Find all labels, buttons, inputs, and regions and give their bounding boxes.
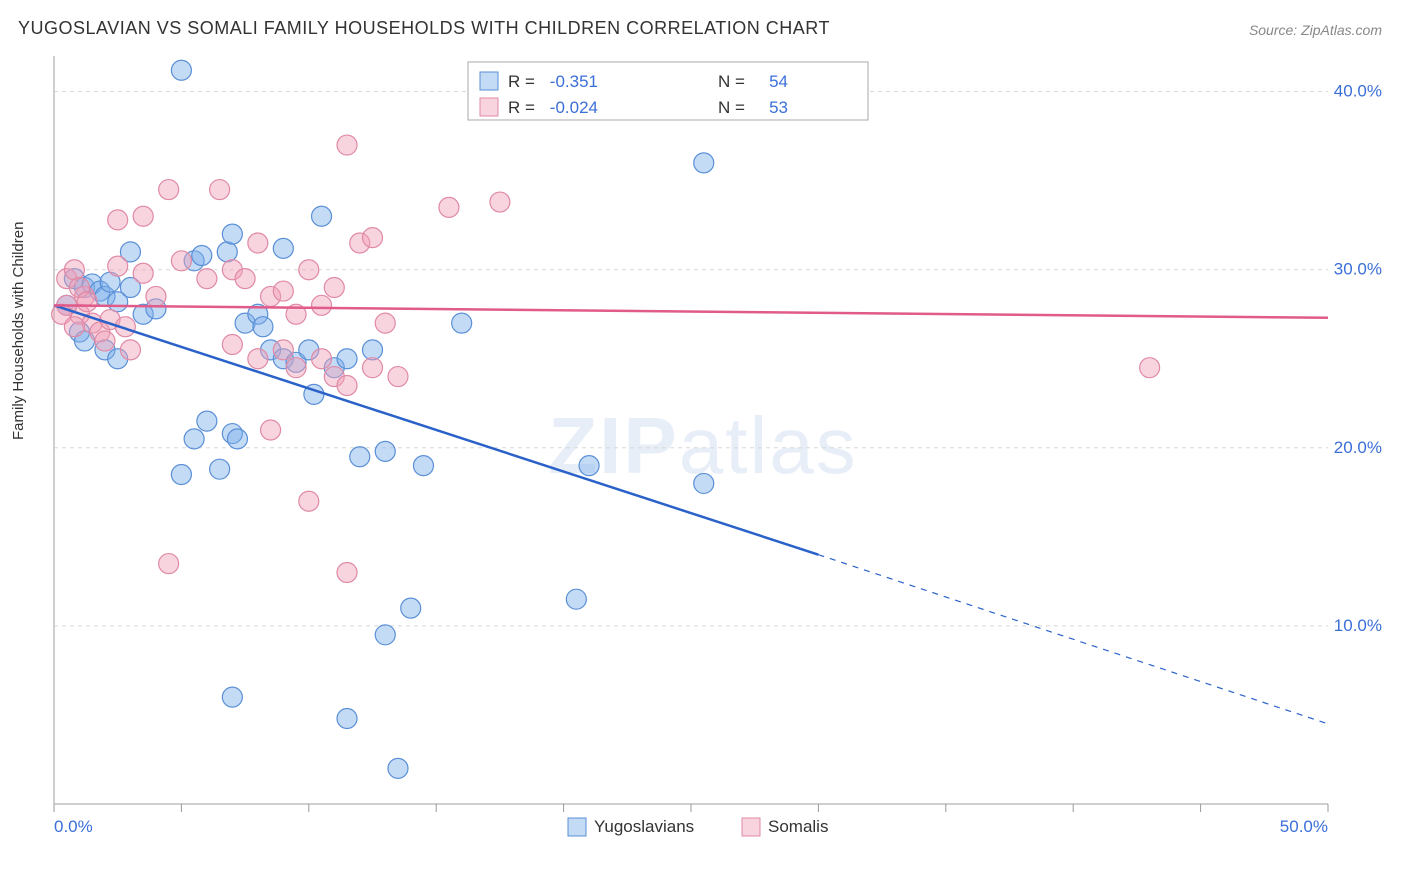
data-point [197,269,217,289]
data-point [248,233,268,253]
data-point [197,411,217,431]
data-point [227,429,247,449]
data-point [439,197,459,217]
data-point [273,281,293,301]
data-point [401,598,421,618]
x-tick-label: 50.0% [1280,817,1328,836]
legend-n-label: N = [718,72,745,91]
data-point [210,459,230,479]
data-point [235,269,255,289]
data-point [566,589,586,609]
trend-line-extrapolated [818,555,1328,724]
data-point [146,286,166,306]
legend-r-label: R = [508,98,535,117]
data-point [217,242,237,262]
legend-r-label: R = [508,72,535,91]
data-point [452,313,472,333]
data-point [171,465,191,485]
data-point [171,251,191,271]
data-point [108,210,128,230]
data-point [375,625,395,645]
legend-r-value: -0.351 [550,72,598,91]
data-point [77,292,97,312]
data-point [286,358,306,378]
data-point [337,349,357,369]
data-point [108,256,128,276]
x-tick-label: 0.0% [54,817,93,836]
data-point [222,335,242,355]
data-point [253,317,273,337]
series-name: Somalis [768,817,828,836]
data-point [64,317,84,337]
data-point [375,441,395,461]
data-point [363,358,383,378]
data-point [171,60,191,80]
data-point [248,349,268,369]
data-point [299,260,319,280]
chart-title: YUGOSLAVIAN VS SOMALI FAMILY HOUSEHOLDS … [18,18,830,39]
data-point [261,420,281,440]
data-point [159,180,179,200]
series-swatch [742,818,760,836]
data-point [95,331,115,351]
data-point [337,562,357,582]
y-tick-label: 30.0% [1334,260,1382,279]
data-point [159,554,179,574]
data-point [192,245,212,265]
data-point [413,456,433,476]
legend-n-label: N = [718,98,745,117]
data-point [222,687,242,707]
data-point [388,758,408,778]
data-point [273,340,293,360]
legend-swatch [480,98,498,116]
series-swatch [568,818,586,836]
data-point [133,263,153,283]
data-point [64,260,84,280]
data-point [375,313,395,333]
legend-n-value: 53 [769,98,788,117]
data-point [222,224,242,244]
data-point [350,447,370,467]
data-point [337,709,357,729]
y-axis-label: Family Households with Children [10,222,27,440]
data-point [579,456,599,476]
data-point [312,206,332,226]
scatter-plot: 10.0% 20.0% 30.0% 40.0% 0.0% 50.0% R = -0.351 N … [48,50,1388,840]
y-tick-label: 20.0% [1334,438,1382,457]
data-point [299,491,319,511]
legend-n-value: 54 [769,72,788,91]
series-name: Yugoslavians [594,817,694,836]
trend-line [54,305,818,554]
data-point [363,340,383,360]
y-tick-label: 10.0% [1334,616,1382,635]
data-point [184,429,204,449]
data-point [324,278,344,298]
data-point [312,295,332,315]
data-point [312,349,332,369]
data-point [490,192,510,212]
legend-swatch [480,72,498,90]
data-point [1140,358,1160,378]
data-point [363,228,383,248]
chart-container: YUGOSLAVIAN VS SOMALI FAMILY HOUSEHOLDS … [0,0,1406,892]
data-point [694,473,714,493]
data-point [694,153,714,173]
data-point [388,367,408,387]
source-attribution: Source: ZipAtlas.com [1249,22,1382,38]
y-tick-label: 40.0% [1334,82,1382,101]
data-point [133,206,153,226]
data-point [337,135,357,155]
data-point [337,375,357,395]
data-point [120,340,140,360]
data-point [210,180,230,200]
legend-r-value: -0.024 [550,98,598,117]
data-point [273,238,293,258]
